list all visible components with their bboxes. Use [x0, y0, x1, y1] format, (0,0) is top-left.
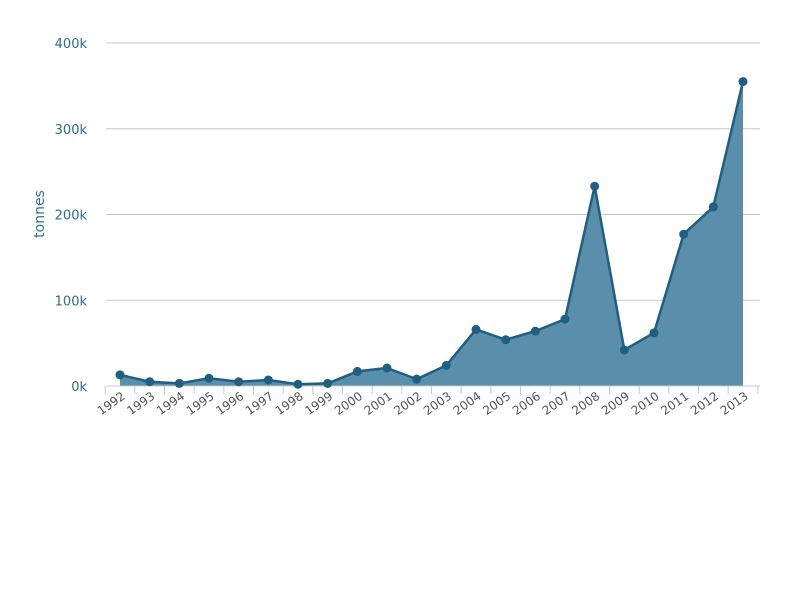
x-tick-label: 1996	[213, 389, 246, 418]
area-layer	[119, 81, 745, 387]
x-tick-label: 2011	[658, 389, 691, 418]
x-tick-label: 2009	[599, 389, 632, 418]
y-axis-ticks: 0k 100k 200k 300k 400k	[55, 37, 88, 395]
data-point	[234, 377, 244, 387]
y-tick-label: 0k	[71, 380, 87, 395]
x-tick-label: 1993	[124, 389, 157, 418]
data-point	[649, 328, 659, 338]
data-point	[619, 345, 629, 355]
y-axis-label: tonnes	[32, 190, 48, 238]
x-tick-label: 2010	[629, 389, 662, 418]
y-tick-label: 200k	[55, 209, 88, 224]
data-point	[530, 326, 540, 336]
data-point	[174, 378, 184, 388]
data-point	[382, 363, 392, 373]
gridlines	[106, 42, 760, 301]
x-tick-label: 1995	[184, 389, 217, 418]
x-axis	[104, 385, 760, 394]
data-point	[204, 373, 214, 383]
x-tick-label: 1997	[243, 389, 276, 418]
markers	[115, 77, 748, 389]
data-point	[501, 335, 511, 345]
data-point	[738, 77, 748, 87]
x-axis-ticks: 1992199319941995199619971998199920002001…	[95, 389, 751, 418]
data-point	[708, 202, 718, 212]
data-point	[293, 379, 303, 389]
x-tick-label: 2001	[362, 389, 395, 418]
x-tick-label: 1999	[302, 389, 335, 418]
x-tick-label: 2007	[540, 389, 573, 418]
x-tick-label: 2005	[480, 389, 513, 418]
data-point	[441, 360, 451, 370]
x-tick-label: 1992	[95, 389, 128, 418]
data-point	[352, 366, 362, 376]
data-point	[115, 370, 125, 380]
series-line	[119, 81, 745, 386]
x-tick-label: 2003	[421, 389, 454, 418]
x-tick-label: 2000	[332, 389, 365, 418]
data-point	[560, 314, 570, 324]
y-tick-label: 100k	[55, 294, 88, 309]
data-point	[323, 378, 333, 388]
y-tick-label: 400k	[55, 37, 88, 52]
x-tick-label: 2006	[510, 389, 543, 418]
data-point	[412, 374, 422, 384]
y-tick-label: 300k	[55, 123, 88, 138]
x-tick-label: 2004	[451, 389, 484, 418]
x-tick-label: 2002	[391, 389, 424, 418]
x-tick-label: 1998	[273, 389, 306, 418]
x-tick-label: 2008	[569, 389, 602, 418]
x-tick-label: 2012	[688, 389, 721, 418]
data-point	[471, 324, 481, 334]
data-point	[679, 229, 689, 239]
x-tick-label: 1994	[154, 389, 187, 418]
data-point	[145, 377, 155, 387]
area-fill	[120, 81, 743, 387]
data-point	[263, 375, 273, 385]
data-point	[590, 181, 600, 191]
x-tick-label: 2013	[718, 389, 751, 418]
